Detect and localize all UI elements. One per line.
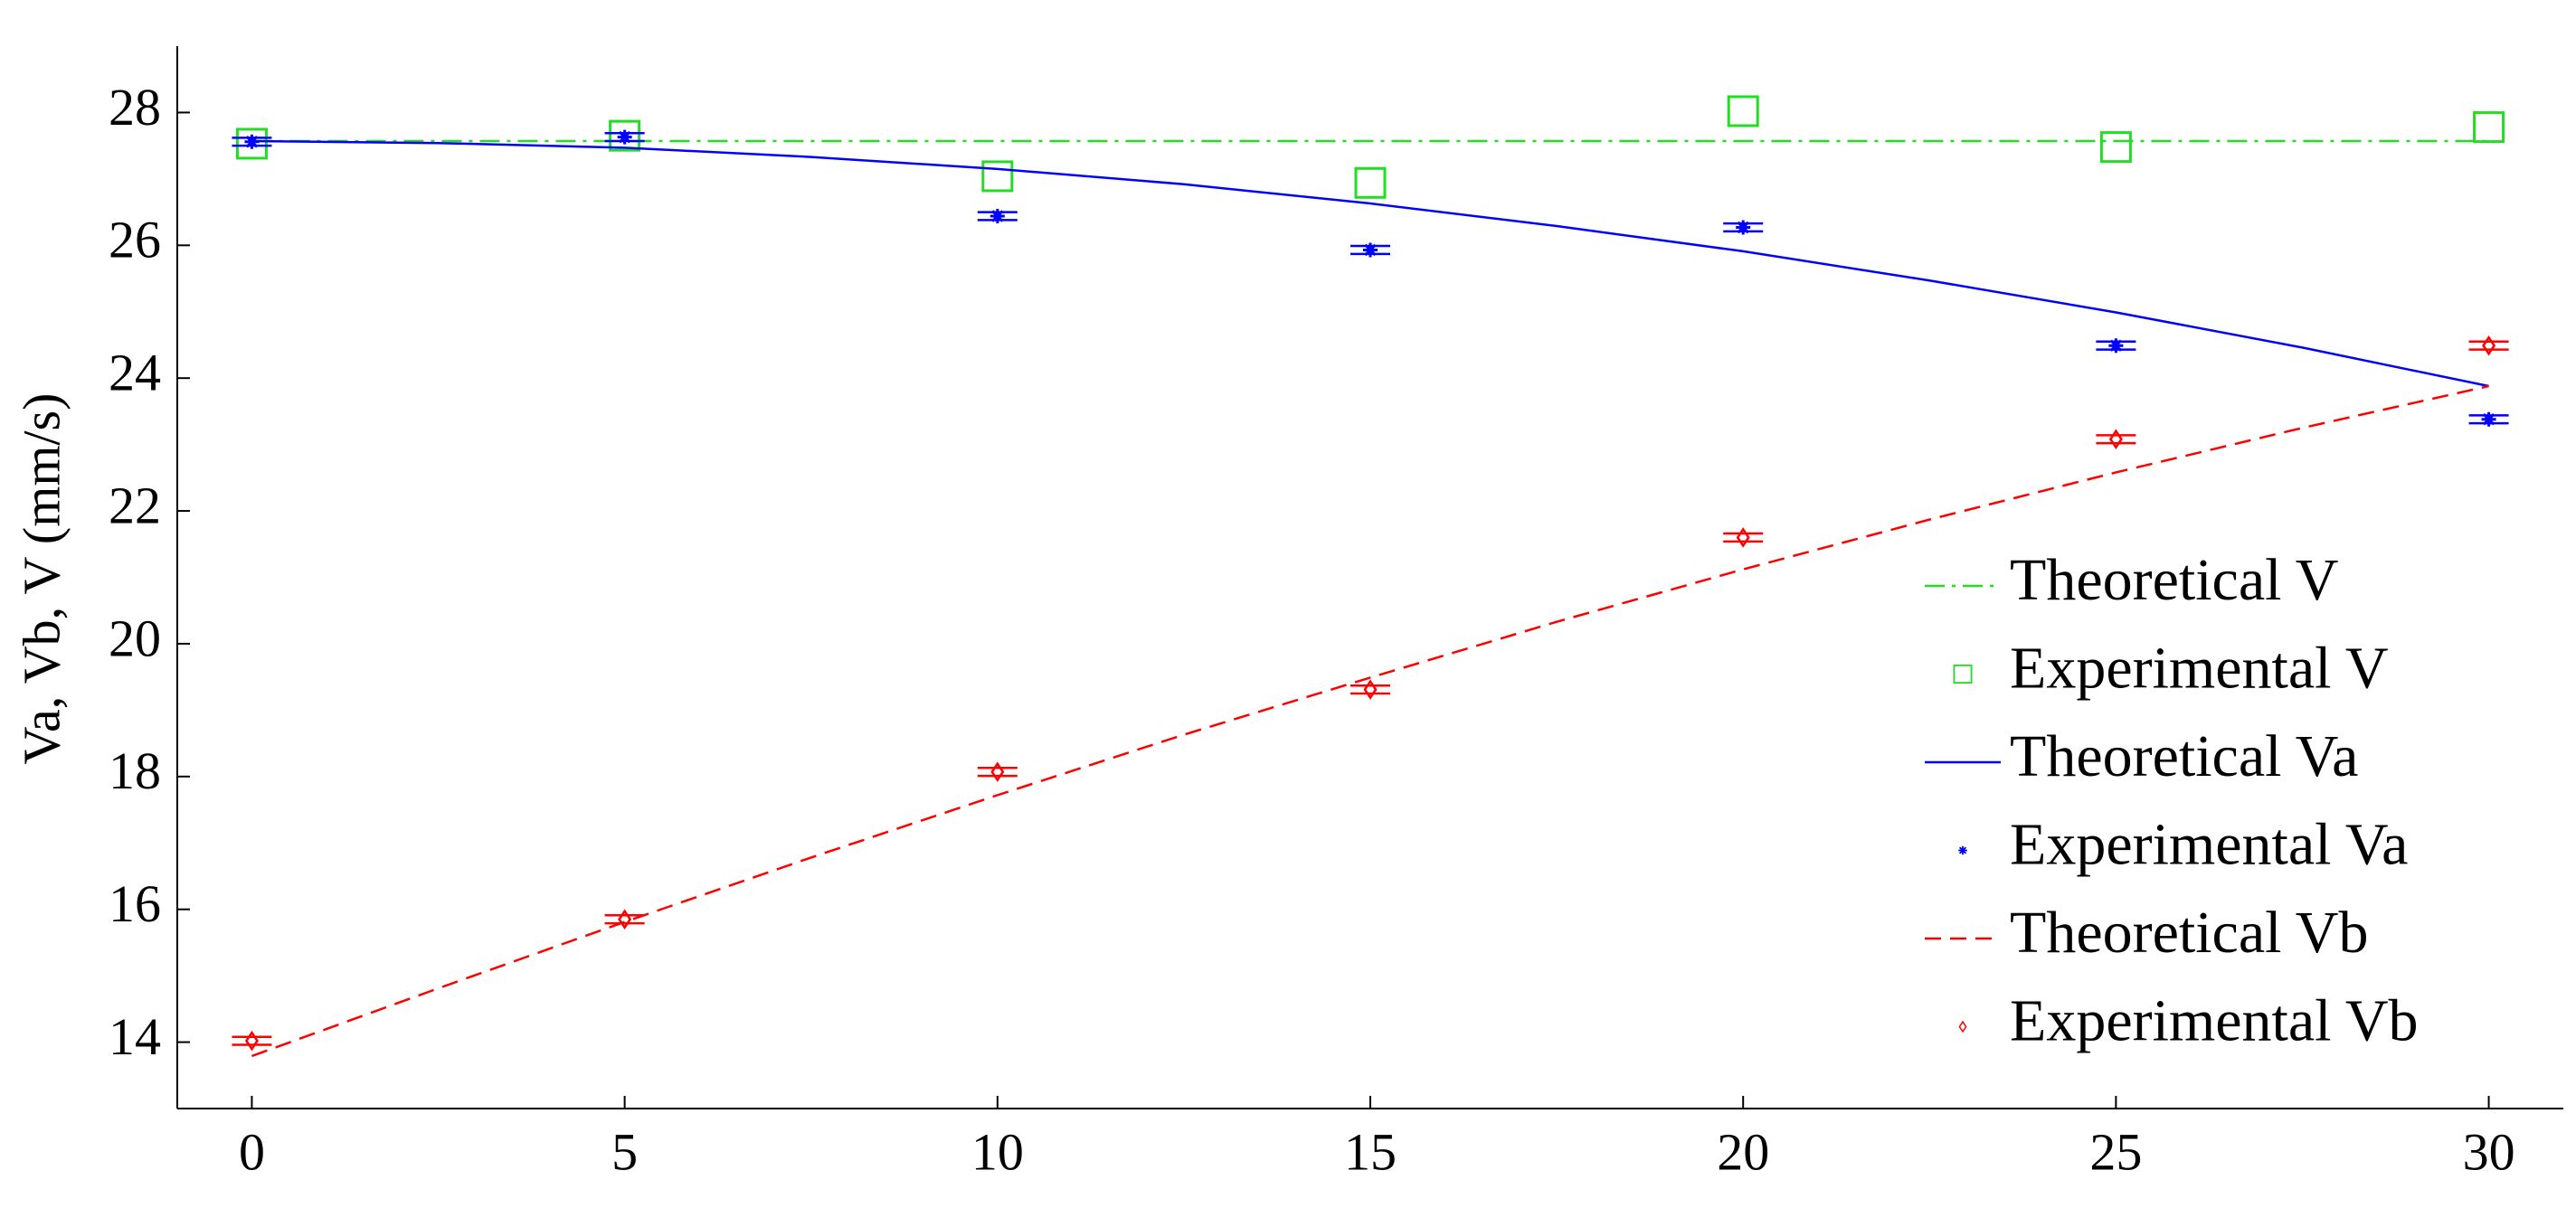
y-tick-label: 24 <box>109 344 161 402</box>
point <box>617 129 632 145</box>
y-tick-label: 28 <box>109 78 161 137</box>
legend-label: Theoretical V <box>2010 547 2338 613</box>
legend-sample <box>1953 665 1973 684</box>
x-tick-label: 0 <box>239 1122 265 1181</box>
point <box>1354 166 1387 199</box>
x-tick-label: 25 <box>2089 1122 2142 1181</box>
point <box>1736 220 1751 235</box>
point <box>244 1030 259 1052</box>
legend-label: Theoretical Vb <box>2010 900 2368 966</box>
point <box>990 209 1005 223</box>
line <box>251 384 2489 1058</box>
point <box>990 761 1005 782</box>
x-tick-label: 20 <box>1717 1122 1769 1181</box>
legend-label: Theoretical Va <box>2010 723 2358 789</box>
legend-label: Experimental Vb <box>2010 988 2419 1054</box>
line <box>251 139 2489 388</box>
y-tick-label: 16 <box>109 874 161 933</box>
point <box>981 160 1014 193</box>
x-tick-label: 15 <box>1344 1122 1397 1181</box>
legend-label: Experimental V <box>2010 636 2389 702</box>
point <box>609 119 641 152</box>
x-tick-label: 5 <box>611 1122 638 1181</box>
y-tick-label: 26 <box>109 211 161 269</box>
point <box>2481 411 2496 427</box>
point <box>2108 429 2123 450</box>
point <box>1736 527 1750 548</box>
legend-label: Experimental Va <box>2010 812 2408 878</box>
point <box>1727 95 1759 127</box>
point <box>618 909 632 930</box>
y-tick-label: 20 <box>109 609 161 667</box>
point <box>1363 242 1378 258</box>
legend-sample <box>1958 845 1967 855</box>
point <box>2108 338 2124 354</box>
point <box>2473 111 2505 144</box>
x-tick-label: 10 <box>971 1122 1024 1181</box>
legend-sample <box>1958 1020 1967 1033</box>
y-tick-label: 14 <box>109 1007 161 1066</box>
point <box>1363 679 1378 700</box>
y-tick-label: 18 <box>109 741 161 800</box>
y-tick-label: 22 <box>109 476 161 534</box>
x-tick-label: 30 <box>2463 1122 2515 1181</box>
point <box>244 134 260 149</box>
y-axis-label: Va, Vb, V (mm/s) <box>12 393 71 765</box>
point <box>2482 335 2496 356</box>
point <box>2099 131 2132 164</box>
point <box>235 127 268 160</box>
